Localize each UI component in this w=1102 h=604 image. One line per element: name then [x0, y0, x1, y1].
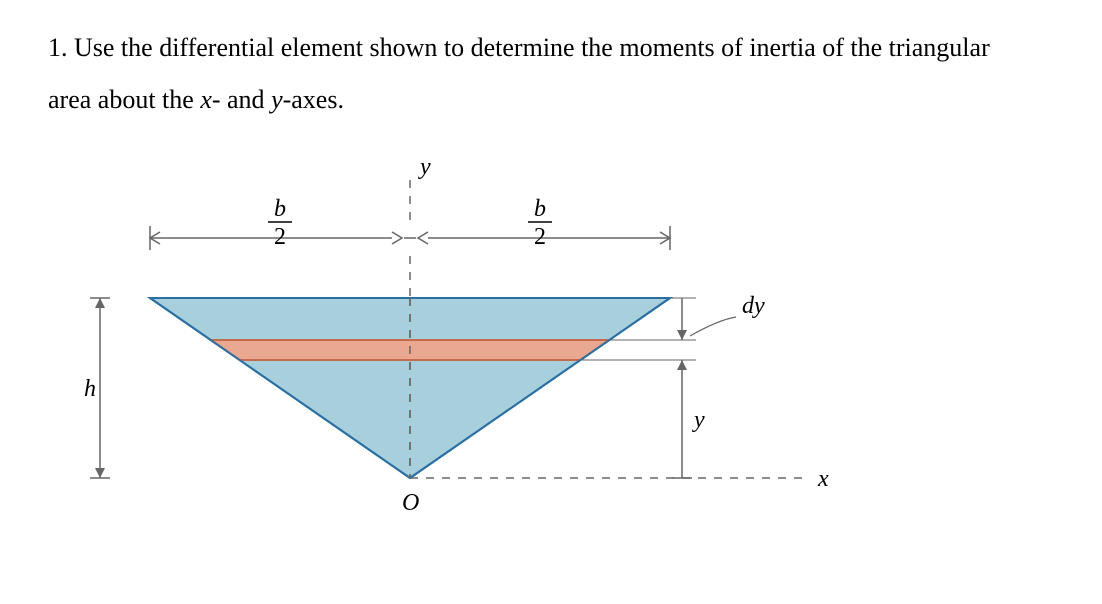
- problem-line2-mid: - and: [212, 85, 271, 114]
- origin-label: O: [402, 490, 419, 516]
- axis-y-text: y: [271, 85, 283, 114]
- axis-x-text: x: [200, 85, 212, 114]
- triangle: [150, 298, 670, 478]
- y-axis-label: y: [418, 154, 431, 180]
- svg-text:2: 2: [534, 224, 546, 250]
- svg-text:2: 2: [274, 224, 286, 250]
- problem-line2-p2: -axes.: [283, 85, 344, 114]
- x-axis-label: x: [817, 466, 829, 492]
- figure-svg: yxOb2b2hdyy: [70, 150, 850, 570]
- svg-text:b: b: [534, 196, 546, 222]
- problem-line1: Use the differential element shown to de…: [74, 33, 990, 62]
- strip-y-label: y: [692, 407, 705, 433]
- problem-statement: 1. Use the differential element shown to…: [48, 22, 1058, 126]
- figure: yxOb2b2hdyy: [70, 150, 850, 590]
- dy-label: dy: [742, 293, 765, 319]
- problem-number: 1.: [48, 33, 68, 62]
- h-label: h: [84, 376, 96, 402]
- svg-text:b: b: [274, 196, 286, 222]
- problem-line2-p1: area about the: [48, 85, 200, 114]
